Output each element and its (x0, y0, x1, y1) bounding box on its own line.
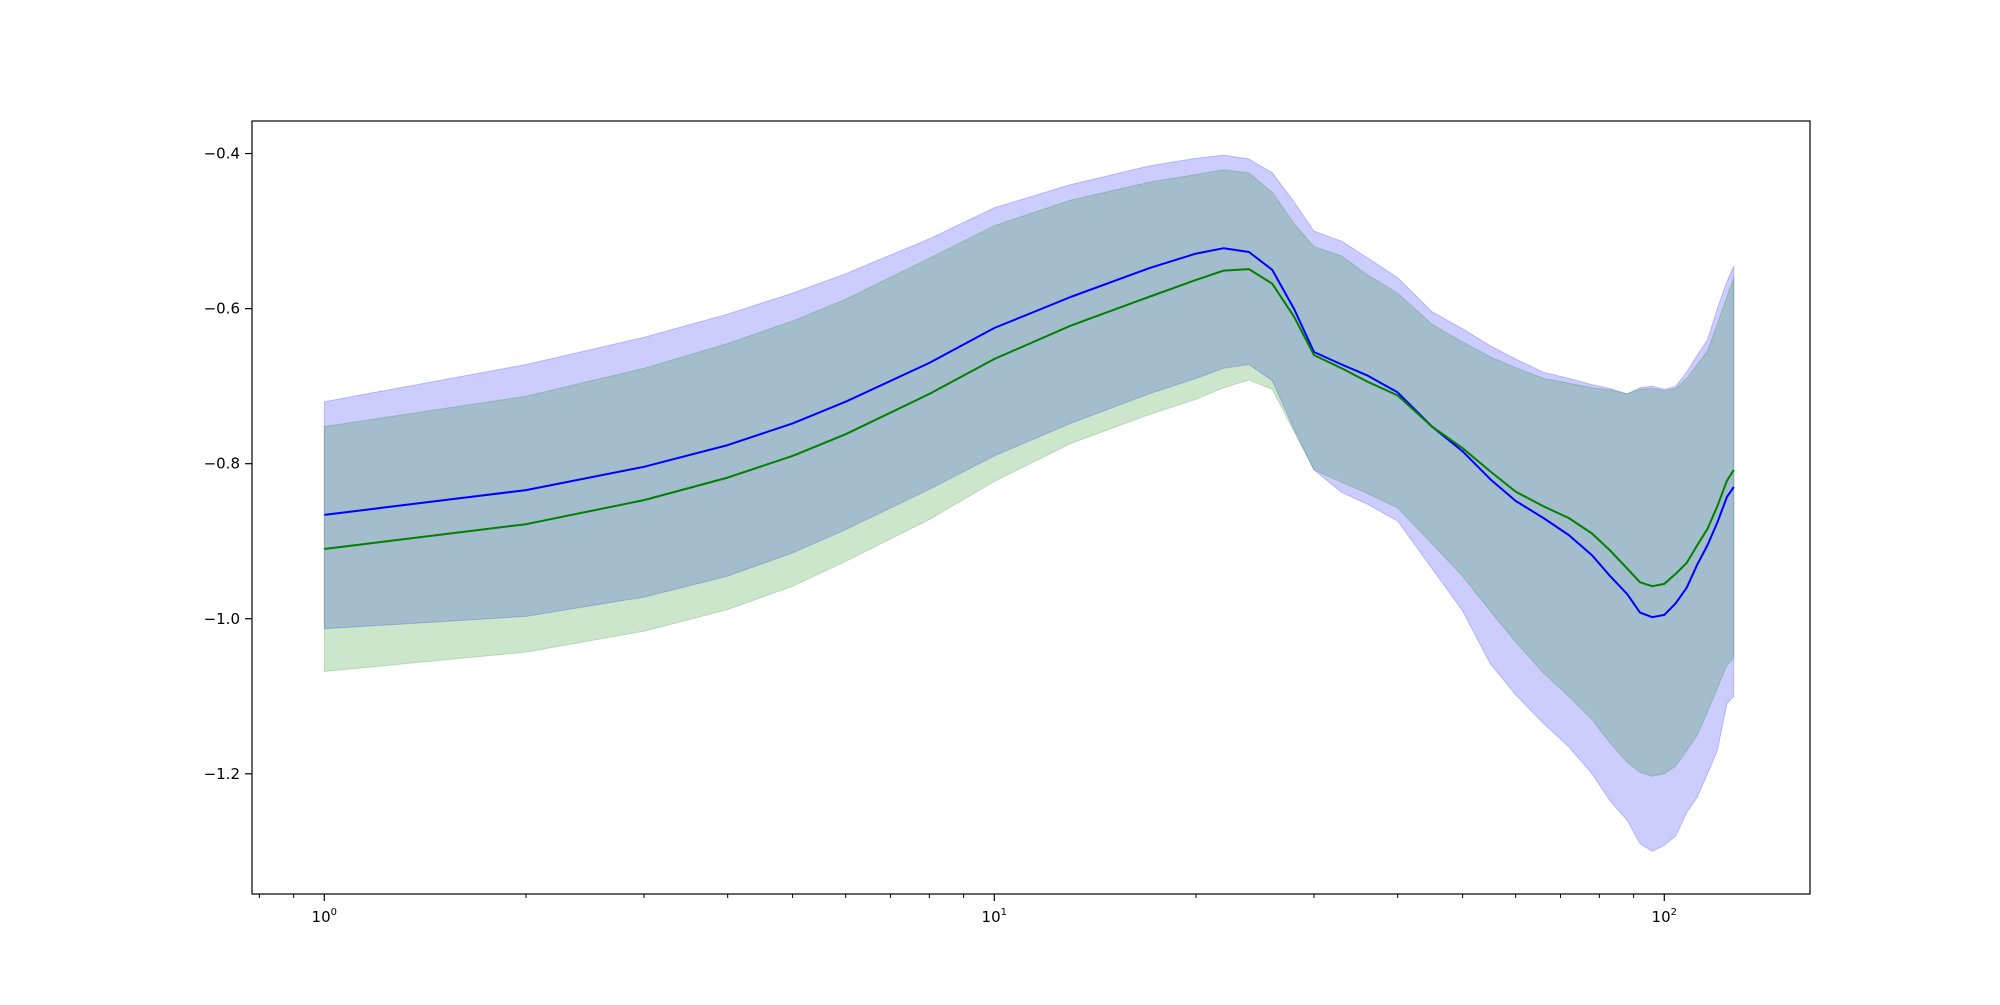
y-tick-label-3: −1.0 (204, 610, 240, 628)
plot-area (323, 154, 1735, 852)
series-2-band (323, 169, 1735, 777)
y-tick-label-0: −0.4 (204, 145, 240, 163)
x-axis: 100 101 102 (258, 894, 1677, 926)
x-tick-label-1: 101 (982, 907, 1007, 926)
series-2-line (324, 268, 1735, 588)
series-1-band (323, 154, 1735, 852)
y-tick-label-2: −0.8 (204, 455, 240, 473)
y-tick-label-4: −1.2 (204, 765, 240, 783)
y-axis: −0.4 −0.6 −0.8 −1.0 −1.2 (204, 145, 252, 783)
x-tick-label-2: 102 (1652, 907, 1677, 926)
axes-frame (251, 120, 1811, 895)
x-tick-label-0: 100 (312, 907, 337, 926)
series-1-line (324, 247, 1735, 619)
y-tick-label-1: −0.6 (204, 300, 240, 318)
